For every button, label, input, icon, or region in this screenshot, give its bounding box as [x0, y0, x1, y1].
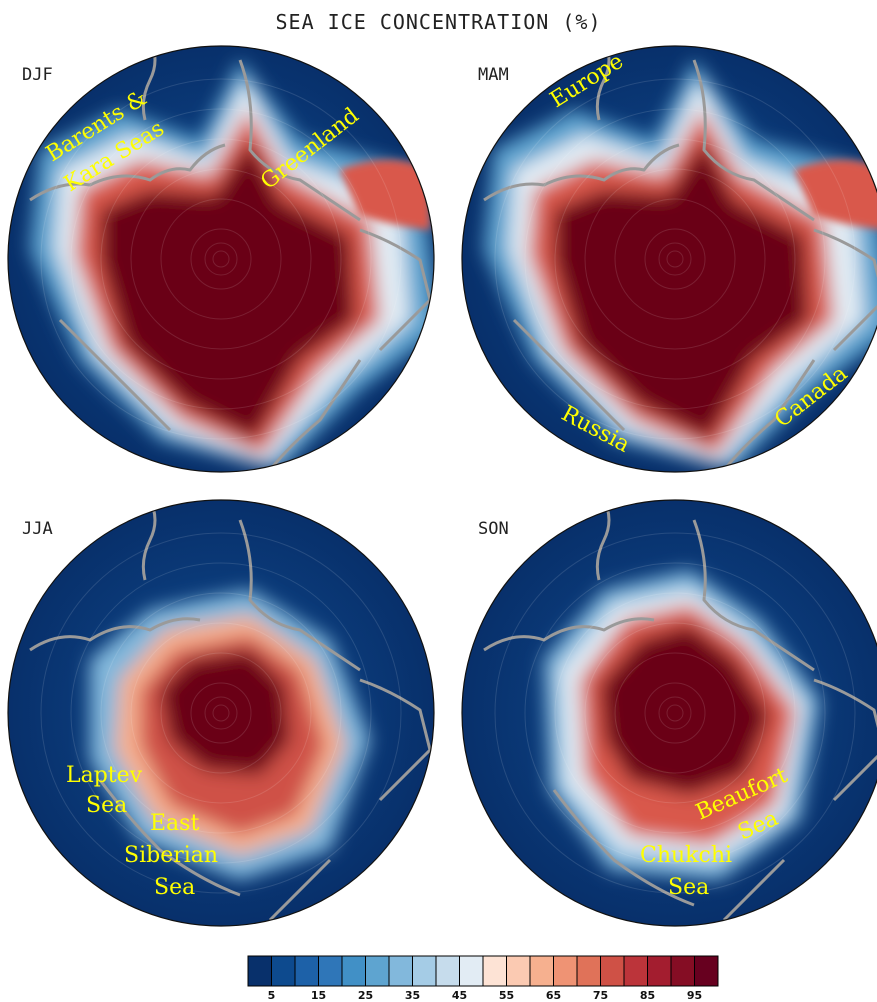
season-label-djf: DJF [22, 65, 53, 85]
map-son: Beaufort Sea Chukchi Sea [462, 500, 877, 926]
annotation-chukchi-2: Sea [668, 875, 709, 900]
colorbar-swatch [294, 955, 319, 987]
colorbar-tick-label: 45 [452, 989, 467, 1002]
panel-mam: MAM [461, 45, 877, 473]
annotation-chukchi-1: Chukchi [640, 843, 732, 868]
coastlines-mam [483, 46, 877, 471]
colorbar-swatch [459, 955, 484, 987]
colorbar-tick-label: 5 [268, 989, 276, 1002]
panel-border-mam [461, 45, 877, 473]
colorbar-swatch [670, 955, 695, 987]
colorbar-swatch [576, 955, 601, 987]
ice-field-djf [30, 60, 434, 470]
colorbar-tick-label: 85 [640, 989, 655, 1002]
annotation-laptev-2: Sea [86, 793, 127, 818]
colorbar-swatch [647, 955, 672, 987]
season-label-mam: MAM [478, 65, 509, 85]
colorbar-swatch [412, 955, 437, 987]
annotation-east-siberian-3: Sea [154, 875, 195, 900]
panel-border-djf [7, 45, 435, 473]
colorbar-swatch [694, 955, 719, 987]
colorbar-swatch [435, 955, 460, 987]
colorbar-swatch [271, 955, 296, 987]
ice-field-son [544, 570, 820, 880]
panel-border-jja [7, 499, 435, 927]
colorbar-swatch [529, 955, 554, 987]
panel-son: SON Beaufort Sea [461, 499, 877, 927]
colorbar-swatch [388, 955, 413, 987]
annotation-east-siberian-2: Siberian [124, 843, 218, 868]
panel-border-son [461, 499, 877, 927]
season-label-jja: JJA [22, 519, 53, 539]
greenland-ice-djf [340, 160, 430, 230]
coastlines-son [483, 500, 877, 922]
colorbar-tick-label: 55 [499, 989, 514, 1002]
graticule-mam [494, 78, 856, 440]
map-jja: Laptev Sea East Siberian Sea [8, 500, 434, 926]
graticule-djf [40, 78, 402, 440]
colorbar-swatch [506, 955, 531, 987]
colorbar-swatch [341, 955, 366, 987]
colorbar-tick-label: 65 [546, 989, 561, 1002]
colorbar-swatch [365, 955, 390, 987]
graticule-jja [40, 532, 402, 894]
colorbar-tick-label: 35 [405, 989, 420, 1002]
colorbar-swatch [623, 955, 648, 987]
panel-jja: JJA Laptev Sea [7, 499, 435, 927]
map-mam: Europe Russia Canada [462, 46, 877, 472]
colorbar-swatch [482, 955, 507, 987]
figure-title: SEA ICE CONCENTRATION (%) [275, 10, 602, 34]
colorbar-swatch [247, 955, 272, 987]
colorbar-tick-label: 15 [311, 989, 326, 1002]
colorbar-swatch [553, 955, 578, 987]
season-label-son: SON [478, 519, 509, 539]
annotation-laptev-1: Laptev [66, 763, 143, 788]
annotation-east-siberian-1: East [150, 811, 199, 836]
map-djf: Barents & Kara Seas Greenland [8, 46, 434, 472]
ice-field-mam [484, 60, 877, 470]
ice-field-jja [90, 590, 370, 880]
coastlines-jja [29, 500, 432, 922]
colorbar-swatch [318, 955, 343, 987]
panel-djf: DJF [7, 45, 435, 473]
colorbar: 5 15 25 35 45 55 65 75 85 95 [247, 955, 719, 1002]
graticule-son [494, 532, 856, 894]
colorbar-tick-label: 95 [687, 989, 702, 1002]
colorbar-tick-label: 25 [358, 989, 373, 1002]
colorbar-tick-label: 75 [593, 989, 608, 1002]
colorbar-swatch [600, 955, 625, 987]
greenland-ice-mam [794, 160, 877, 230]
